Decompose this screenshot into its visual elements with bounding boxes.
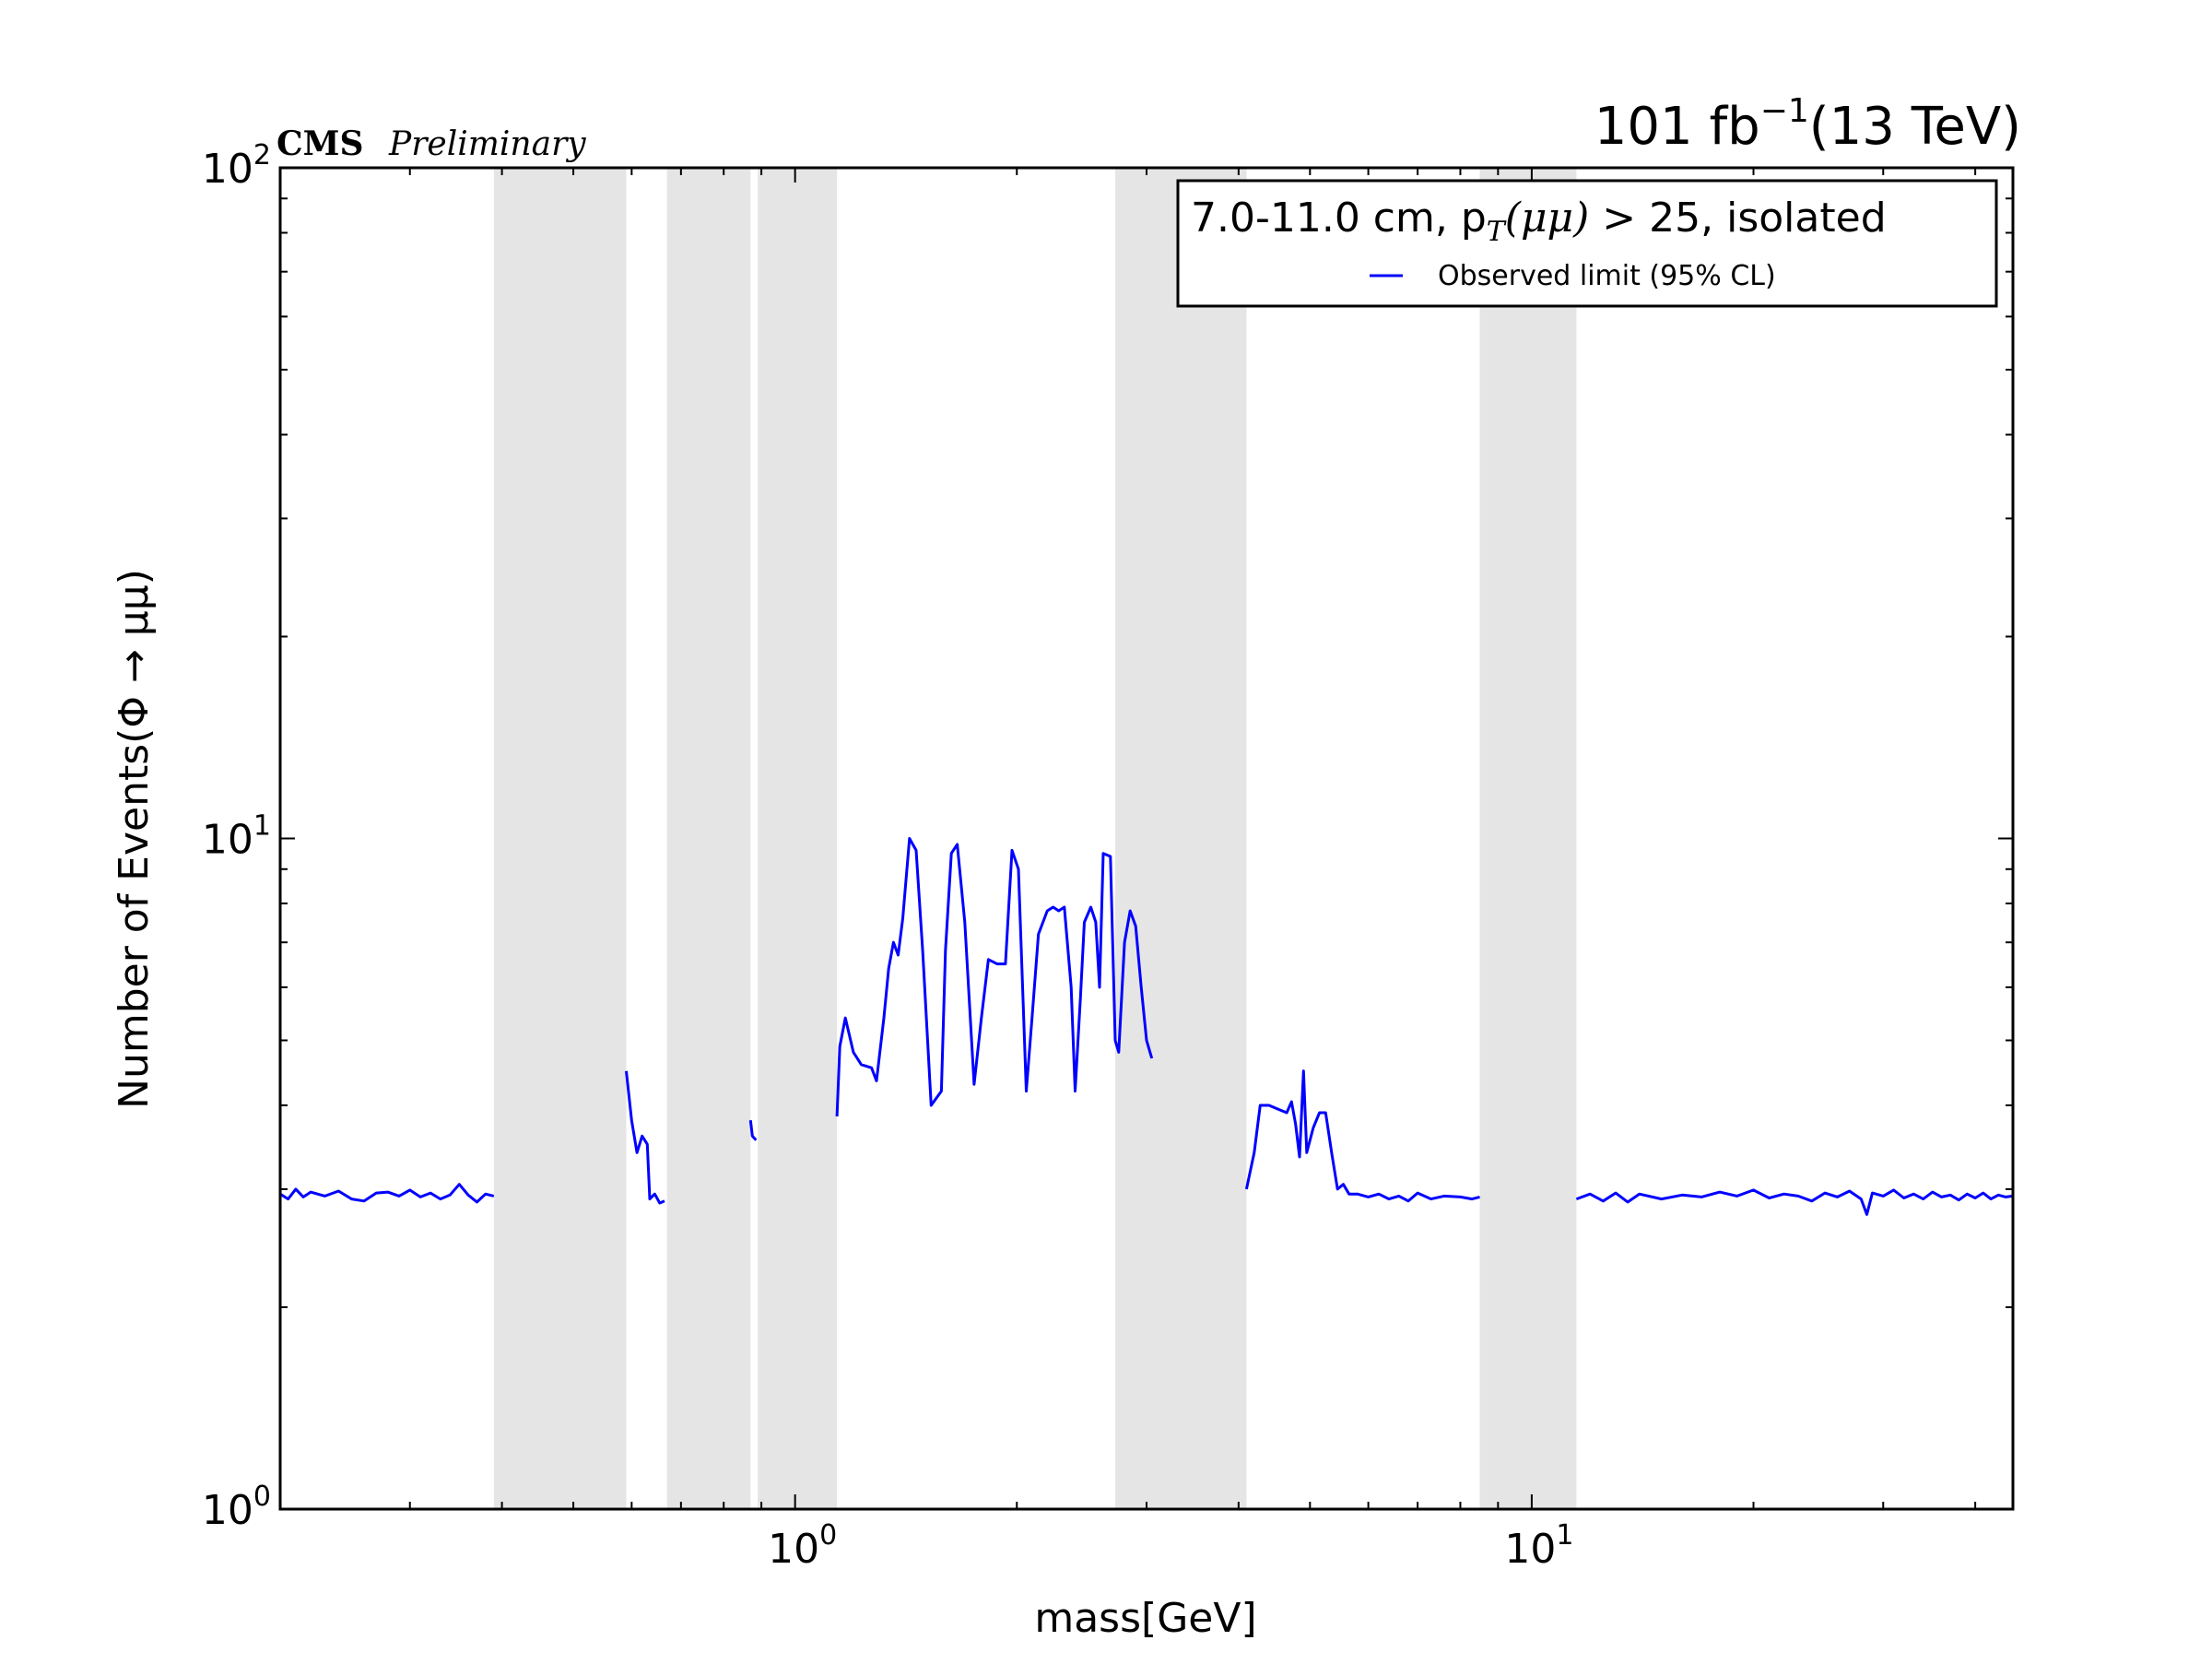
- series-0-segment-0: [279, 1183, 495, 1204]
- series-0-segment-1: [625, 1070, 665, 1205]
- status-label: Preliminary: [388, 125, 586, 163]
- y-tick-label-2-exponent: 2: [253, 139, 271, 171]
- legend-title: 7.0-11.0 cm, pT(μμ) > 25, isolated: [1191, 195, 1887, 248]
- y-tick-label-2-base: 10: [202, 146, 253, 193]
- legend: 7.0-11.0 cm, pT(μμ) > 25, isolated Obser…: [1176, 179, 1998, 308]
- y-tick-label-1: 101: [202, 810, 271, 864]
- luminosity-label: 101 fb−1(13 TeV): [1594, 92, 2021, 157]
- excluded-band-2: [758, 168, 838, 1509]
- x-tick-label-1-base: 10: [1504, 1526, 1556, 1573]
- y-tick-label-0-exponent: 0: [253, 1481, 271, 1513]
- excluded-band-3: [1114, 168, 1247, 1509]
- luminosity-value: 101 fb: [1594, 97, 1760, 157]
- excluded-band-0: [493, 168, 627, 1509]
- energy-value: (13 TeV): [1809, 97, 2021, 157]
- legend-title-suffix: > 25, isolated: [1589, 195, 1886, 242]
- y-axis-label: Number of Events(Φ → μμ): [111, 569, 158, 1109]
- x-tick-label-0: 100: [768, 1519, 837, 1573]
- legend-title-subscript: T: [1487, 216, 1507, 248]
- luminosity-exponent: −1: [1760, 92, 1809, 130]
- series-0-segment-4: [1244, 1069, 1480, 1203]
- y-tick-label-1-exponent: 1: [253, 810, 271, 843]
- excluded-band-4: [1479, 168, 1577, 1509]
- y-tick-label-2: 102: [202, 139, 271, 193]
- x-axis-label: mass[GeV]: [1034, 1595, 1256, 1642]
- x-tick-label-1: 101: [1504, 1519, 1573, 1573]
- y-tick-label-0-base: 10: [202, 1487, 253, 1534]
- excluded-band-1: [666, 168, 751, 1509]
- series-layer: [279, 837, 2014, 1216]
- series-0-segment-3: [835, 837, 1154, 1117]
- x-tick-label-1-exponent: 1: [1556, 1519, 1573, 1552]
- experiment-label: CMS: [276, 124, 364, 163]
- series-0-segment-5: [1575, 1188, 2014, 1216]
- legend-title-math: (μμ): [1505, 195, 1590, 242]
- legend-title-prefix: 7.0-11.0 cm, p: [1191, 195, 1487, 242]
- y-tick-label-1-base: 10: [202, 817, 253, 864]
- series-0-segment-2: [748, 1120, 758, 1141]
- x-tick-label-0-base: 10: [768, 1526, 819, 1573]
- x-tick-label-0-exponent: 0: [819, 1519, 837, 1552]
- legend-box: [1176, 179, 1998, 308]
- y-tick-label-0: 100: [202, 1481, 271, 1534]
- legend-series-label: Observed limit (95% CL): [1438, 260, 1776, 292]
- plot-frame: [278, 166, 2015, 1511]
- excluded-bands: [493, 168, 1577, 1509]
